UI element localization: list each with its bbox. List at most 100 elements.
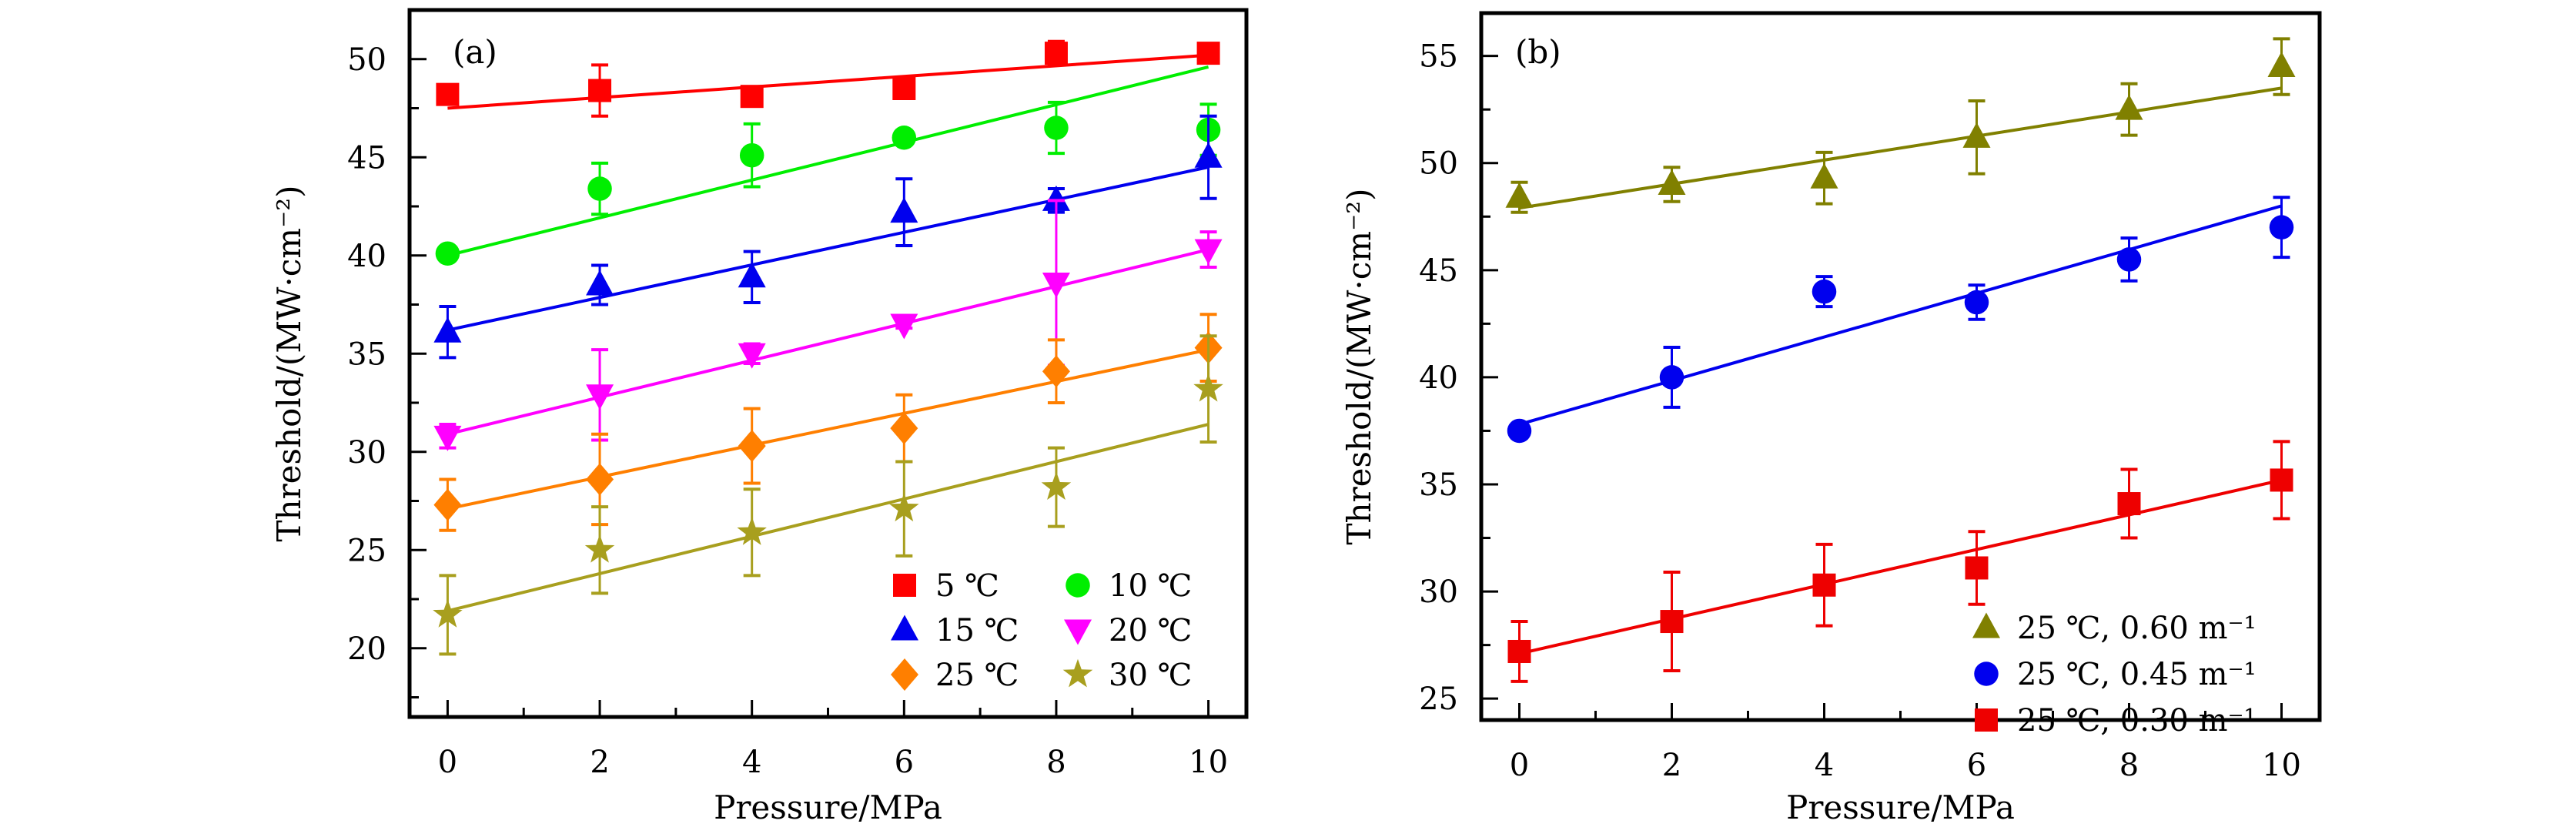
x-tick-label: 10	[2262, 748, 2301, 783]
series	[433, 114, 1223, 360]
y-tick-label: 25	[1419, 682, 1458, 717]
data-point	[892, 77, 916, 100]
legend-marker	[1066, 573, 1090, 598]
data-point	[738, 343, 766, 369]
legend-entry: 20 ℃	[1064, 613, 1192, 648]
data-point	[740, 85, 764, 109]
y-tick-label: 25	[347, 533, 386, 568]
legend-label: 20 ℃	[1109, 613, 1192, 648]
data-point	[586, 463, 614, 496]
data-point	[2116, 247, 2142, 272]
data-point	[1660, 610, 1684, 634]
series	[1507, 440, 2293, 683]
x-tick-label: 4	[1815, 748, 1834, 783]
data-point	[433, 317, 462, 343]
legend-entry: 10 ℃	[1066, 568, 1192, 604]
panel-a: 0 2 4 6 8 10 20 25 30 35 40 45 50 Pressure/MPa Thresho…	[270, 8, 1249, 826]
x-tick-label: 6	[1967, 748, 1986, 783]
legend-marker	[1975, 708, 1998, 732]
data-point	[586, 270, 614, 296]
fit-line	[447, 423, 1209, 613]
legend-label: 10 ℃	[1109, 568, 1192, 604]
data-point	[2117, 492, 2141, 516]
series	[435, 65, 1221, 266]
series	[436, 39, 1220, 118]
data-point	[1812, 279, 1837, 304]
data-point	[2115, 94, 2143, 120]
legend-label: 5 ℃	[935, 568, 999, 604]
panel-label: (a)	[453, 33, 497, 71]
legend-entry: 25 ℃, 0.60 m⁻¹	[1972, 611, 2257, 646]
x-tick-label: 0	[1510, 748, 1529, 783]
y-tick-label: 45	[347, 140, 386, 176]
data-point	[586, 384, 614, 410]
fit-line	[1519, 86, 2282, 210]
data-point	[892, 126, 917, 150]
y-tick-label: 50	[347, 42, 386, 78]
x-tick-label: 8	[1046, 745, 1066, 780]
y-tick-label: 40	[1419, 360, 1458, 396]
plot-frame	[407, 8, 1249, 719]
series	[433, 334, 1223, 656]
data-point	[433, 599, 463, 628]
y-axis-title: Threshold/(MW·cm⁻²)	[1340, 188, 1378, 544]
data-point	[2270, 468, 2293, 492]
data-point	[1041, 471, 1072, 500]
data-point	[1042, 355, 1070, 388]
fit-line	[1518, 204, 2283, 427]
data-point	[1964, 290, 1989, 315]
legend-marker	[1062, 658, 1093, 688]
x-tick-label: 2	[1662, 748, 1681, 783]
series	[1507, 196, 2294, 444]
data-point	[1962, 122, 1991, 148]
y-tick-label: 30	[1419, 574, 1458, 610]
x-tick-label: 0	[438, 745, 457, 780]
legend-entry: 5 ℃	[893, 568, 999, 604]
fit-line	[447, 248, 1209, 436]
x-tick-label: 8	[2119, 748, 2139, 783]
data-point	[1194, 239, 1223, 265]
data-point	[1810, 162, 1838, 189]
x-axis-title: Pressure/MPa	[714, 789, 942, 826]
data-point	[1194, 142, 1223, 168]
x-tick-label: 4	[742, 745, 761, 780]
data-point	[1812, 573, 1836, 597]
y-tick-label: 40	[347, 239, 386, 274]
data-point	[584, 534, 615, 563]
legend-marker	[1972, 612, 2000, 638]
legend-marker	[893, 574, 916, 597]
data-point	[738, 430, 766, 463]
y-tick-label: 20	[347, 631, 386, 667]
legend-label: 25 ℃	[935, 658, 1019, 693]
data-point	[587, 176, 612, 201]
data-point	[1507, 418, 1532, 444]
y-tick-label: 35	[1419, 467, 1458, 503]
fit-line	[447, 53, 1209, 110]
data-point	[890, 313, 918, 340]
data-point	[1042, 272, 1070, 298]
fit-line	[1519, 478, 2282, 655]
data-point	[739, 142, 764, 168]
data-point	[890, 197, 918, 223]
legend-entry: 25 ℃, 0.45 m⁻¹	[1974, 657, 2257, 692]
x-tick-label: 6	[895, 745, 914, 780]
legend-entry: 15 ℃	[891, 613, 1019, 648]
y-tick-label: 35	[347, 337, 386, 372]
panel-label: (b)	[1515, 33, 1561, 71]
data-point	[433, 425, 462, 451]
fit-line	[447, 348, 1209, 511]
data-point	[890, 412, 918, 445]
data-point	[433, 488, 462, 521]
x-tick-label: 10	[1189, 745, 1228, 780]
y-tick-label: 45	[1419, 253, 1458, 289]
data-point	[738, 262, 766, 288]
legend-entry: 25 ℃	[891, 658, 1019, 693]
legend-label: 25 ℃, 0.60 m⁻¹	[2017, 611, 2257, 646]
series	[433, 313, 1223, 532]
panel-b: 0 2 4 6 8 10 25 30 35 40 45 50 55 Pressure/MPa Thresho…	[1340, 11, 2322, 826]
y-tick-label: 50	[1419, 146, 1458, 182]
y-axis-title: Threshold/(MW·cm⁻²)	[270, 185, 308, 541]
data-point	[1965, 556, 1989, 580]
data-point	[2267, 52, 2296, 78]
data-point	[588, 79, 612, 102]
